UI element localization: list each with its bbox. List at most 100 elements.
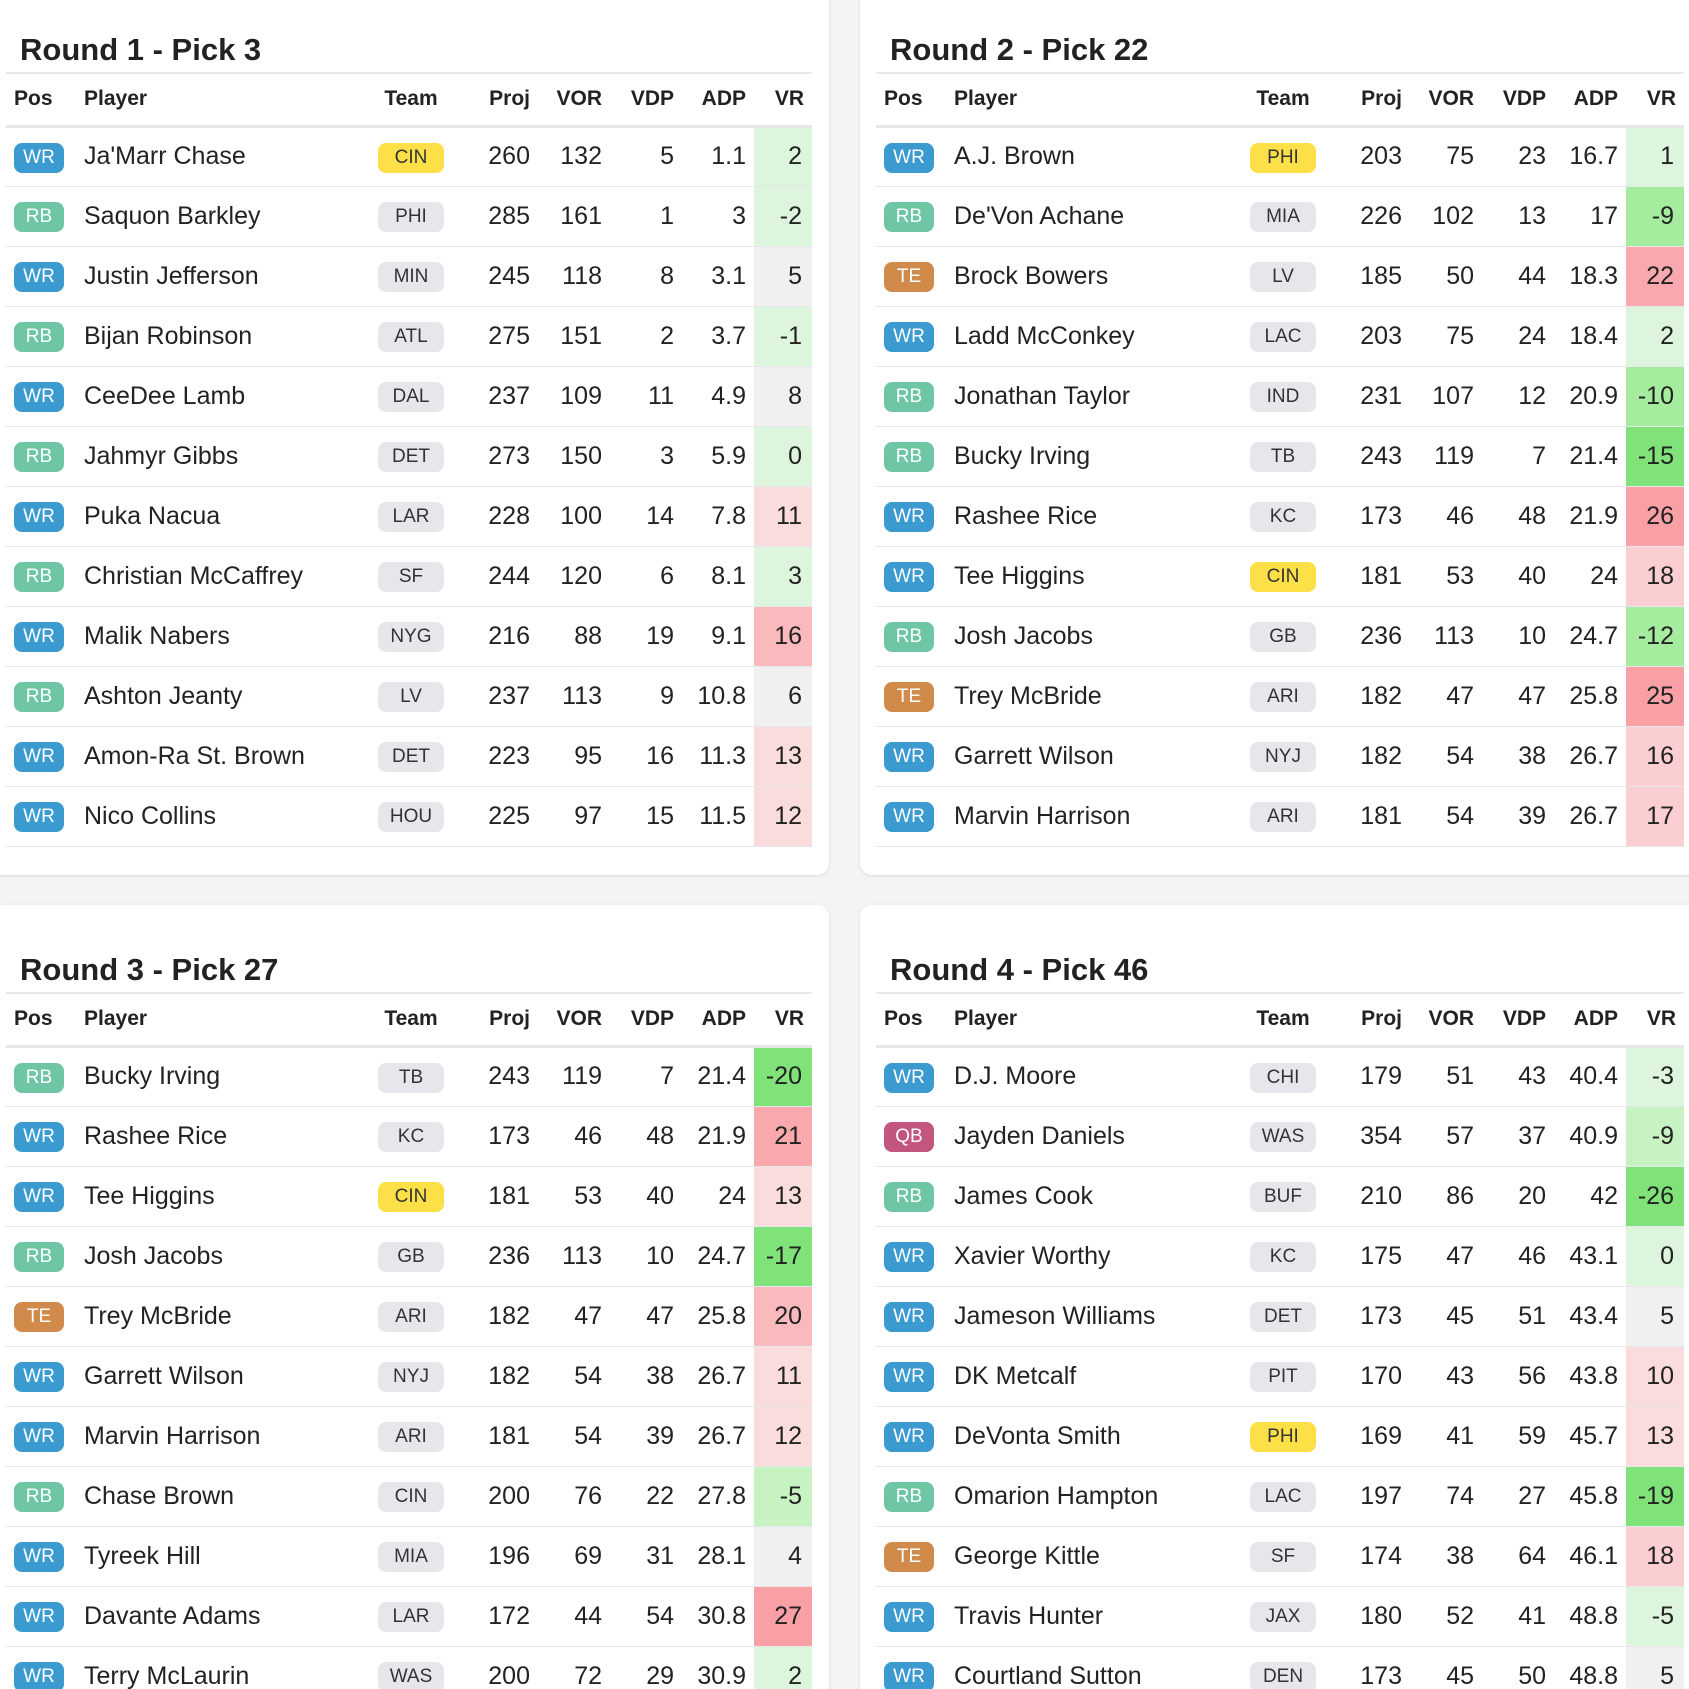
table-row[interactable]: WR Garrett Wilson NYJ 182 54 38 26.7 11: [6, 1346, 812, 1406]
col-header-adp[interactable]: ADP: [1573, 1007, 1618, 1031]
player-name[interactable]: Saquon Barkley: [84, 201, 261, 230]
table-row[interactable]: WR Xavier Worthy KC 175 47 46 43.1 0: [876, 1226, 1684, 1286]
player-name[interactable]: Ladd McConkey: [954, 321, 1135, 350]
player-name[interactable]: Travis Hunter: [954, 1601, 1104, 1630]
table-row[interactable]: WR Marvin Harrison ARI 181 54 39 26.7 17: [876, 786, 1684, 846]
table-row[interactable]: RB Ashton Jeanty LV 237 113 9 10.8 6: [6, 666, 812, 726]
table-row[interactable]: RB De'Von Achane MIA 226 102 13 17 -9: [876, 186, 1684, 246]
col-header-proj[interactable]: Proj: [489, 1007, 530, 1031]
player-name[interactable]: Marvin Harrison: [84, 1421, 261, 1450]
table-row[interactable]: WR Malik Nabers NYG 216 88 19 9.1 16: [6, 606, 812, 666]
player-name[interactable]: Josh Jacobs: [84, 1241, 223, 1270]
player-name[interactable]: Puka Nacua: [84, 501, 221, 530]
col-header-team[interactable]: Team: [384, 1007, 438, 1031]
col-header-vor[interactable]: VOR: [1428, 87, 1474, 111]
table-row[interactable]: RB Chase Brown CIN 200 76 22 27.8 -5: [6, 1466, 812, 1526]
table-row[interactable]: TE Trey McBride ARI 182 47 47 25.8 25: [876, 666, 1684, 726]
player-name[interactable]: Nico Collins: [84, 801, 216, 830]
player-name[interactable]: Jonathan Taylor: [954, 381, 1131, 410]
player-name[interactable]: Ashton Jeanty: [84, 681, 243, 710]
table-row[interactable]: RB Omarion Hampton LAC 197 74 27 45.8 -19: [876, 1466, 1684, 1526]
col-header-vr[interactable]: VR: [774, 1007, 804, 1031]
table-row[interactable]: RB Josh Jacobs GB 236 113 10 24.7 -17: [6, 1226, 812, 1286]
table-row[interactable]: RB Bucky Irving TB 243 119 7 21.4 -15: [876, 426, 1684, 486]
col-header-team[interactable]: Team: [1256, 87, 1310, 111]
player-name[interactable]: Rashee Rice: [954, 501, 1098, 530]
table-row[interactable]: WR Terry McLaurin WAS 200 72 29 30.9 2: [6, 1646, 812, 1689]
col-header-vor[interactable]: VOR: [1428, 1007, 1474, 1031]
col-header-pos[interactable]: Pos: [884, 87, 923, 111]
table-row[interactable]: WR D.J. Moore CHI 179 51 43 40.4 -3: [876, 1046, 1684, 1106]
player-name[interactable]: Courtland Sutton: [954, 1661, 1142, 1689]
player-name[interactable]: Justin Jefferson: [84, 261, 259, 290]
table-row[interactable]: WR Davante Adams LAR 172 44 54 30.8 27: [6, 1586, 812, 1646]
table-row[interactable]: WR Amon-Ra St. Brown DET 223 95 16 11.3 13: [6, 726, 812, 786]
player-name[interactable]: Garrett Wilson: [954, 741, 1114, 770]
player-name[interactable]: DeVonta Smith: [954, 1421, 1121, 1450]
table-row[interactable]: RB Saquon Barkley PHI 285 161 1 3 -2: [6, 186, 812, 246]
table-row[interactable]: WR Puka Nacua LAR 228 100 14 7.8 11: [6, 486, 812, 546]
player-name[interactable]: George Kittle: [954, 1541, 1100, 1570]
player-name[interactable]: Amon-Ra St. Brown: [84, 741, 305, 770]
col-header-vr[interactable]: VR: [1646, 1007, 1676, 1031]
player-name[interactable]: Jayden Daniels: [954, 1121, 1125, 1150]
col-header-proj[interactable]: Proj: [1361, 1007, 1402, 1031]
player-name[interactable]: A.J. Brown: [954, 142, 1075, 170]
col-header-pos[interactable]: Pos: [14, 1007, 53, 1031]
player-name[interactable]: Omarion Hampton: [954, 1481, 1159, 1510]
player-name[interactable]: Tyreek Hill: [84, 1541, 201, 1570]
col-header-team[interactable]: Team: [1256, 1007, 1310, 1031]
table-row[interactable]: WR Justin Jefferson MIN 245 118 8 3.1 5: [6, 246, 812, 306]
col-header-vor[interactable]: VOR: [556, 87, 602, 111]
player-name[interactable]: Bijan Robinson: [84, 321, 253, 350]
col-header-vor[interactable]: VOR: [556, 1007, 602, 1031]
player-name[interactable]: Davante Adams: [84, 1601, 261, 1630]
col-header-player[interactable]: Player: [954, 1007, 1018, 1031]
table-row[interactable]: TE Brock Bowers LV 185 50 44 18.3 22: [876, 246, 1684, 306]
table-row[interactable]: WR DeVonta Smith PHI 169 41 59 45.7 13: [876, 1406, 1684, 1466]
col-header-vdp[interactable]: VDP: [630, 1007, 674, 1031]
player-name[interactable]: Trey McBride: [954, 681, 1102, 710]
player-name[interactable]: Chase Brown: [84, 1481, 235, 1510]
player-name[interactable]: Tee Higgins: [954, 561, 1085, 590]
player-name[interactable]: Garrett Wilson: [84, 1361, 244, 1390]
col-header-vr[interactable]: VR: [1646, 87, 1676, 111]
col-header-vdp[interactable]: VDP: [1502, 87, 1546, 111]
player-name[interactable]: Christian McCaffrey: [84, 561, 304, 590]
col-header-vdp[interactable]: VDP: [1502, 1007, 1546, 1031]
table-row[interactable]: TE George Kittle SF 174 38 64 46.1 18: [876, 1526, 1684, 1586]
player-name[interactable]: Jameson Williams: [954, 1301, 1156, 1330]
table-row[interactable]: WR Nico Collins HOU 225 97 15 11.5 12: [6, 786, 812, 846]
player-name[interactable]: Ja'Marr Chase: [84, 142, 246, 170]
table-row[interactable]: WR Tee Higgins CIN 181 53 40 24 13: [6, 1166, 812, 1226]
table-row[interactable]: QB Jayden Daniels WAS 354 57 37 40.9 -9: [876, 1106, 1684, 1166]
col-header-player[interactable]: Player: [954, 87, 1018, 111]
table-row[interactable]: WR Courtland Sutton DEN 173 45 50 48.8 5: [876, 1646, 1684, 1689]
table-row[interactable]: WR A.J. Brown PHI 203 75 23 16.7 1: [876, 126, 1684, 186]
player-name[interactable]: Josh Jacobs: [954, 621, 1093, 650]
table-row[interactable]: WR DK Metcalf PIT 170 43 56 43.8 10: [876, 1346, 1684, 1406]
col-header-adp[interactable]: ADP: [701, 87, 746, 111]
col-header-proj[interactable]: Proj: [1361, 87, 1402, 111]
table-row[interactable]: RB Jahmyr Gibbs DET 273 150 3 5.9 0: [6, 426, 812, 486]
table-row[interactable]: RB Bucky Irving TB 243 119 7 21.4 -20: [6, 1046, 812, 1106]
player-name[interactable]: Terry McLaurin: [84, 1661, 250, 1689]
table-row[interactable]: WR CeeDee Lamb DAL 237 109 11 4.9 8: [6, 366, 812, 426]
col-header-team[interactable]: Team: [384, 87, 438, 111]
player-name[interactable]: Bucky Irving: [954, 441, 1091, 470]
table-row[interactable]: WR Tyreek Hill MIA 196 69 31 28.1 4: [6, 1526, 812, 1586]
player-name[interactable]: Tee Higgins: [84, 1181, 215, 1210]
table-row[interactable]: WR Travis Hunter JAX 180 52 41 48.8 -5: [876, 1586, 1684, 1646]
player-name[interactable]: Jahmyr Gibbs: [84, 441, 239, 470]
col-header-player[interactable]: Player: [84, 1007, 148, 1031]
table-row[interactable]: RB Jonathan Taylor IND 231 107 12 20.9 -10: [876, 366, 1684, 426]
table-row[interactable]: WR Ja'Marr Chase CIN 260 132 5 1.1 2: [6, 126, 812, 186]
player-name[interactable]: Trey McBride: [84, 1301, 232, 1330]
table-row[interactable]: WR Ladd McConkey LAC 203 75 24 18.4 2: [876, 306, 1684, 366]
table-row[interactable]: WR Tee Higgins CIN 181 53 40 24 18: [876, 546, 1684, 606]
table-row[interactable]: RB Josh Jacobs GB 236 113 10 24.7 -12: [876, 606, 1684, 666]
table-row[interactable]: WR Garrett Wilson NYJ 182 54 38 26.7 16: [876, 726, 1684, 786]
col-header-vr[interactable]: VR: [774, 87, 804, 111]
player-name[interactable]: CeeDee Lamb: [84, 381, 246, 410]
col-header-adp[interactable]: ADP: [1573, 87, 1618, 111]
